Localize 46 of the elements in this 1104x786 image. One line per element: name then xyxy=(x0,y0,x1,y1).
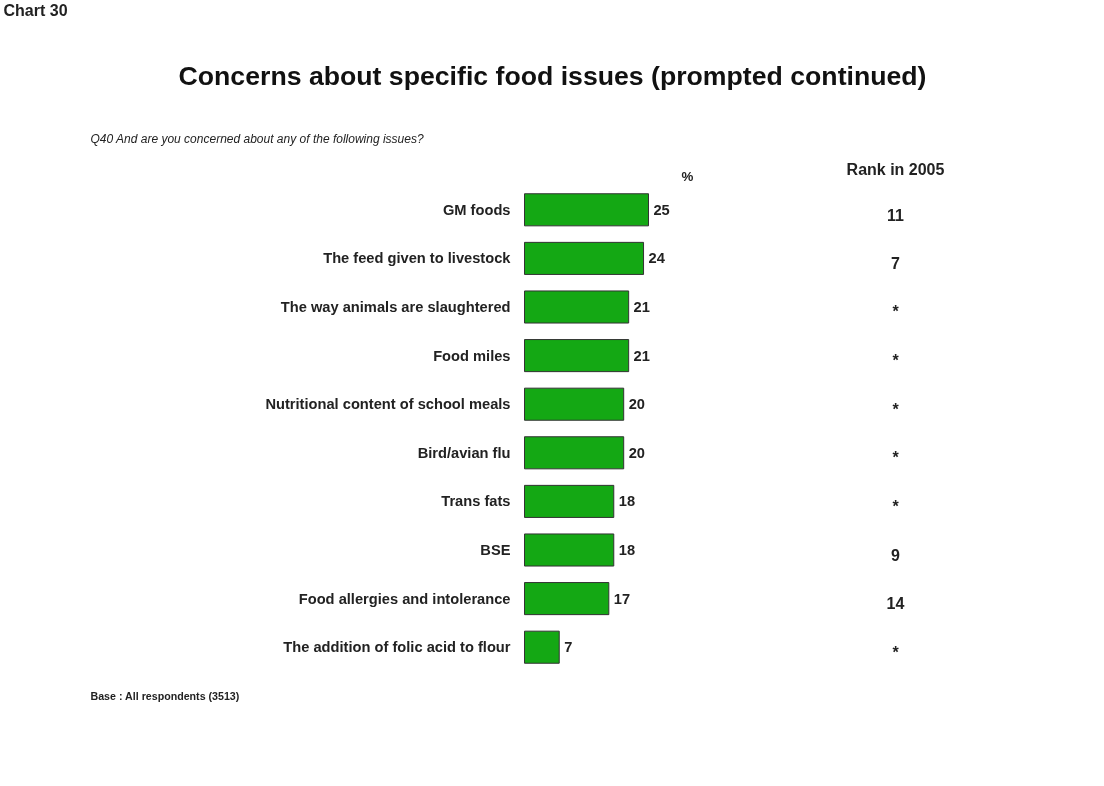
data-label: 7 xyxy=(564,639,573,656)
bar xyxy=(524,387,625,421)
text: * xyxy=(892,643,900,661)
data-label: 21 xyxy=(633,299,650,315)
y-tick-label: The way animals are slaughtered xyxy=(280,299,511,315)
text: 14 xyxy=(886,595,905,613)
data-label: 18 xyxy=(618,542,636,558)
data-label: 18 xyxy=(618,493,636,510)
bar xyxy=(524,436,625,470)
bar xyxy=(524,582,610,616)
data-label: 20 xyxy=(628,444,645,461)
y-tick-label: Food allergies and intolerance xyxy=(298,590,511,607)
text: 7 xyxy=(891,255,901,273)
text: 11 xyxy=(887,206,905,224)
chart-title: Concerns about specific food issues (prompted continued) xyxy=(178,60,927,91)
y-tick-label: Nutritional content of school meals xyxy=(265,396,511,413)
text: * xyxy=(892,351,900,369)
data-label: 25 xyxy=(653,201,670,218)
bar xyxy=(524,193,649,227)
bar xyxy=(524,339,630,373)
y-tick-label: BSE xyxy=(480,542,511,558)
text: Base : All respondents (3513) xyxy=(90,689,240,702)
text: * xyxy=(892,497,900,515)
y-tick-label: Trans fats xyxy=(441,493,511,510)
bar xyxy=(524,484,615,518)
y-tick-label: The addition of folic acid to flour xyxy=(283,639,511,656)
data-label: 17 xyxy=(613,590,631,607)
text: Rank in 2005 xyxy=(846,161,945,178)
y-tick-label: Bird/avian flu xyxy=(417,444,511,461)
bar xyxy=(524,630,560,664)
bar xyxy=(524,533,615,567)
data-label: 21 xyxy=(633,347,650,364)
text: 9 xyxy=(891,546,901,564)
x-axis-title: % xyxy=(681,169,694,184)
text: * xyxy=(892,449,900,467)
text: * xyxy=(892,400,900,418)
data-label: 20 xyxy=(628,396,645,413)
text: Q40 And are you concerned about any of the following issues? xyxy=(90,131,424,146)
caption: Chart 30 xyxy=(3,2,68,19)
y-tick-label: The feed given to livestock xyxy=(323,250,512,267)
bar xyxy=(524,241,645,275)
y-tick-label: GM foods xyxy=(442,201,511,218)
text: * xyxy=(892,303,900,321)
data-label: 24 xyxy=(648,250,666,267)
y-tick-label: Food miles xyxy=(433,347,511,364)
bar xyxy=(524,290,630,324)
